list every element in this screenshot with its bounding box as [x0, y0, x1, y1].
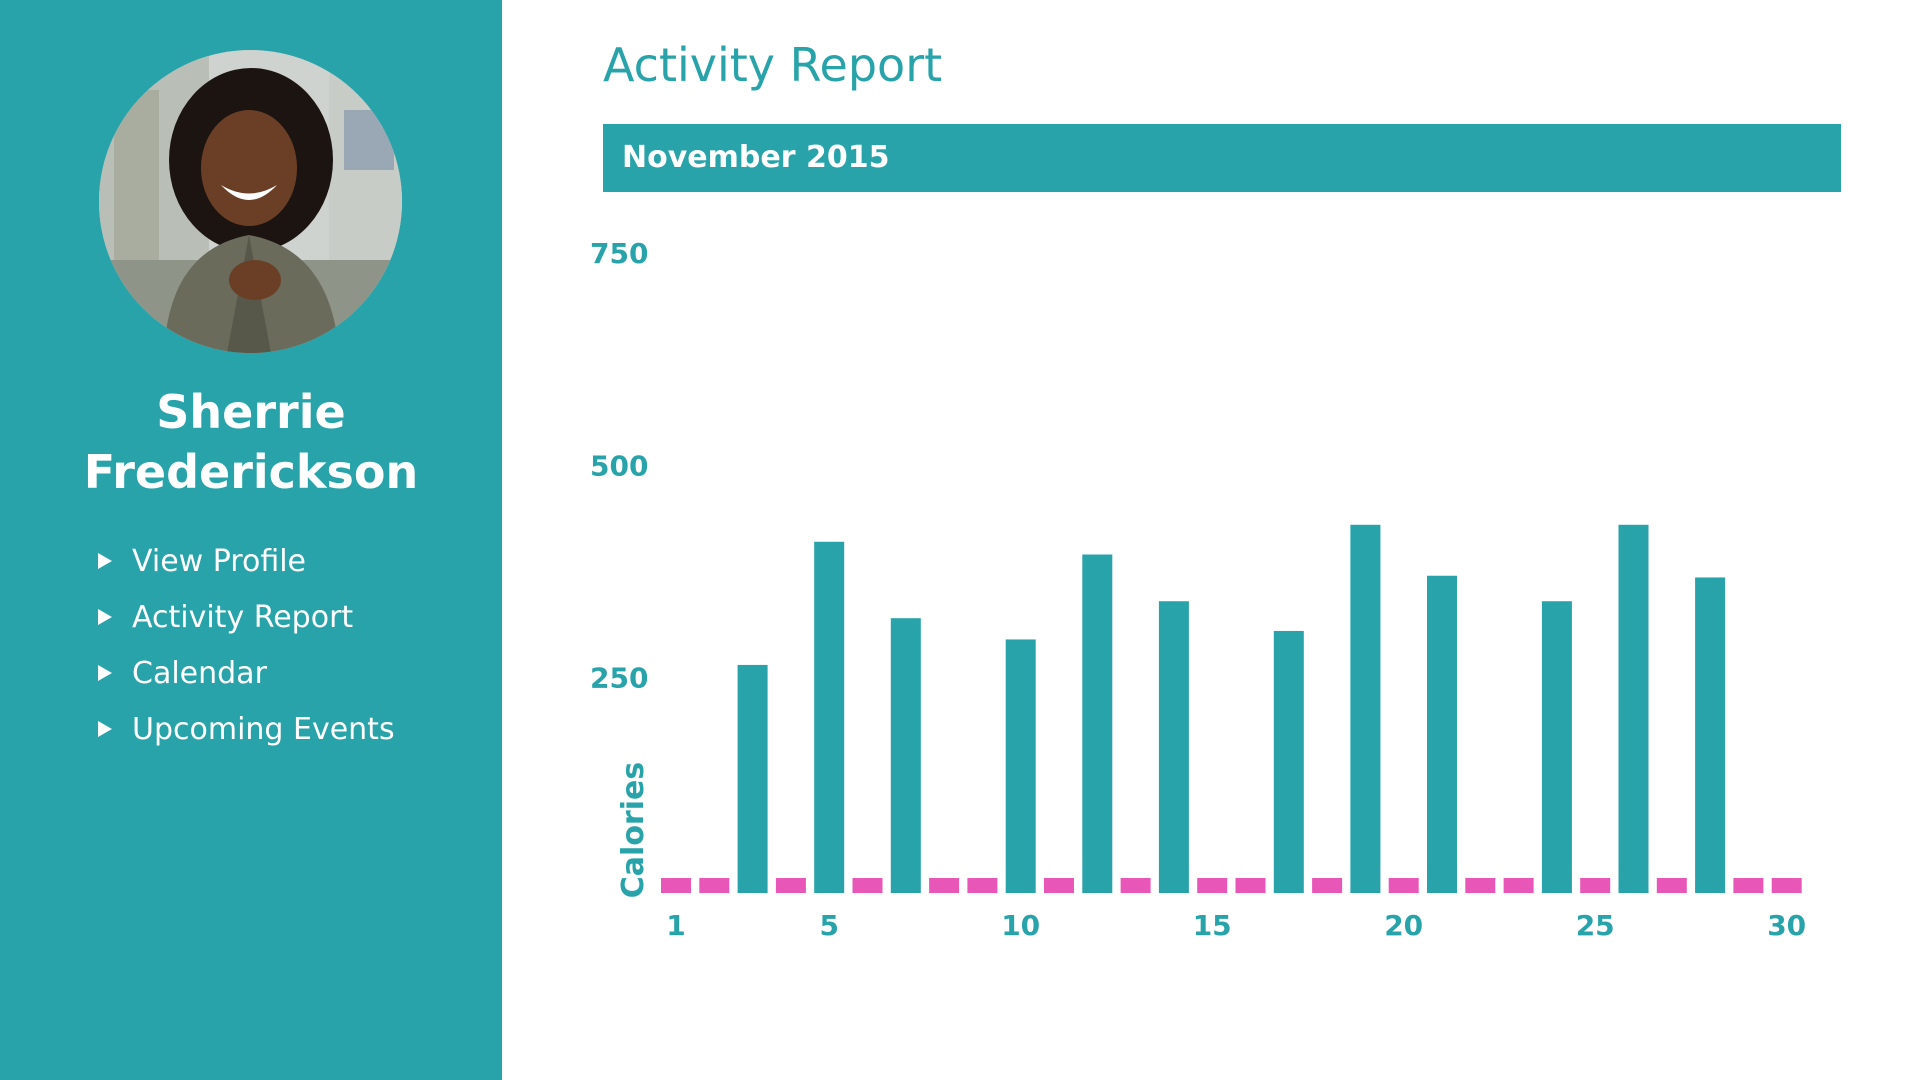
nav-item-calendar[interactable]: Calendar [98, 645, 395, 701]
x-tick-label: 1 [666, 909, 685, 942]
bar-day-12 [1082, 554, 1113, 893]
rest-marker-day-29 [1733, 878, 1764, 893]
x-tick-label: 30 [1767, 909, 1806, 942]
nav-item-label: Calendar [132, 655, 267, 691]
avatar-photo [99, 50, 402, 353]
nav-item-view-profile[interactable]: View Profile [98, 533, 395, 589]
rest-marker-day-6 [852, 878, 883, 893]
rest-marker-day-23 [1503, 878, 1534, 893]
x-axis-ticks: 1 5 10 15 20 25 30 [666, 909, 1806, 942]
x-tick-label: 5 [819, 909, 838, 942]
sidebar: Sherrie Frederickson View Profile Activi… [0, 0, 502, 1080]
play-arrow-icon [98, 553, 112, 569]
bar-day-24 [1541, 601, 1572, 893]
rest-marker-day-1 [661, 878, 691, 893]
page-title: Activity Report [603, 38, 943, 92]
play-arrow-icon [98, 609, 112, 625]
bar-day-14 [1158, 601, 1189, 893]
user-name: Sherrie Frederickson [0, 382, 502, 502]
rest-marker-day-9 [967, 878, 998, 893]
bar-day-19 [1350, 524, 1381, 893]
nav-item-activity-report[interactable]: Activity Report [98, 589, 395, 645]
y-tick-label: 750 [590, 237, 648, 270]
month-banner: November 2015 [603, 124, 1841, 192]
y-tick-label: 250 [590, 662, 648, 695]
rest-marker-day-8 [929, 878, 960, 893]
rest-marker-day-4 [775, 878, 806, 893]
rest-marker-day-16 [1235, 878, 1266, 893]
avatar[interactable] [99, 50, 402, 353]
bar-day-3 [737, 664, 768, 893]
rest-marker-day-15 [1197, 878, 1228, 893]
bar-day-10 [1005, 639, 1036, 893]
play-arrow-icon [98, 721, 112, 737]
x-tick-label: 25 [1576, 909, 1615, 942]
rest-marker-day-2 [699, 878, 730, 893]
rest-marker-day-27 [1656, 878, 1687, 893]
nav-item-label: View Profile [132, 543, 307, 579]
bar-day-21 [1427, 575, 1457, 893]
bar-day-26 [1618, 524, 1649, 893]
nav-item-upcoming-events[interactable]: Upcoming Events [98, 701, 395, 757]
bar-day-7 [890, 618, 921, 893]
x-tick-label: 20 [1384, 909, 1423, 942]
user-last-name: Frederickson [83, 445, 419, 499]
nav-item-label: Upcoming Events [132, 711, 395, 747]
rest-marker-day-13 [1120, 878, 1151, 893]
rest-marker-day-30 [1771, 878, 1802, 893]
nav-item-label: Activity Report [132, 599, 354, 635]
rest-marker-day-20 [1388, 878, 1419, 893]
rest-marker-day-25 [1580, 878, 1611, 893]
y-axis-ticks: 250 500 750 [590, 237, 648, 695]
rest-marker-day-22 [1465, 878, 1496, 893]
x-tick-label: 15 [1193, 909, 1232, 942]
bar-day-28 [1695, 577, 1726, 893]
bar-day-5 [814, 541, 845, 893]
y-tick-label: 500 [590, 449, 648, 482]
x-tick-label: 10 [1001, 909, 1040, 942]
y-axis-title: Calories [616, 762, 651, 898]
rest-marker-day-18 [1312, 878, 1343, 893]
play-arrow-icon [98, 665, 112, 681]
bar-day-17 [1273, 630, 1304, 893]
user-first-name: Sherrie [156, 385, 346, 439]
rest-marker-day-11 [1044, 878, 1074, 893]
bar-series [661, 524, 1802, 893]
sidebar-nav: View Profile Activity Report Calendar Up… [98, 533, 395, 757]
